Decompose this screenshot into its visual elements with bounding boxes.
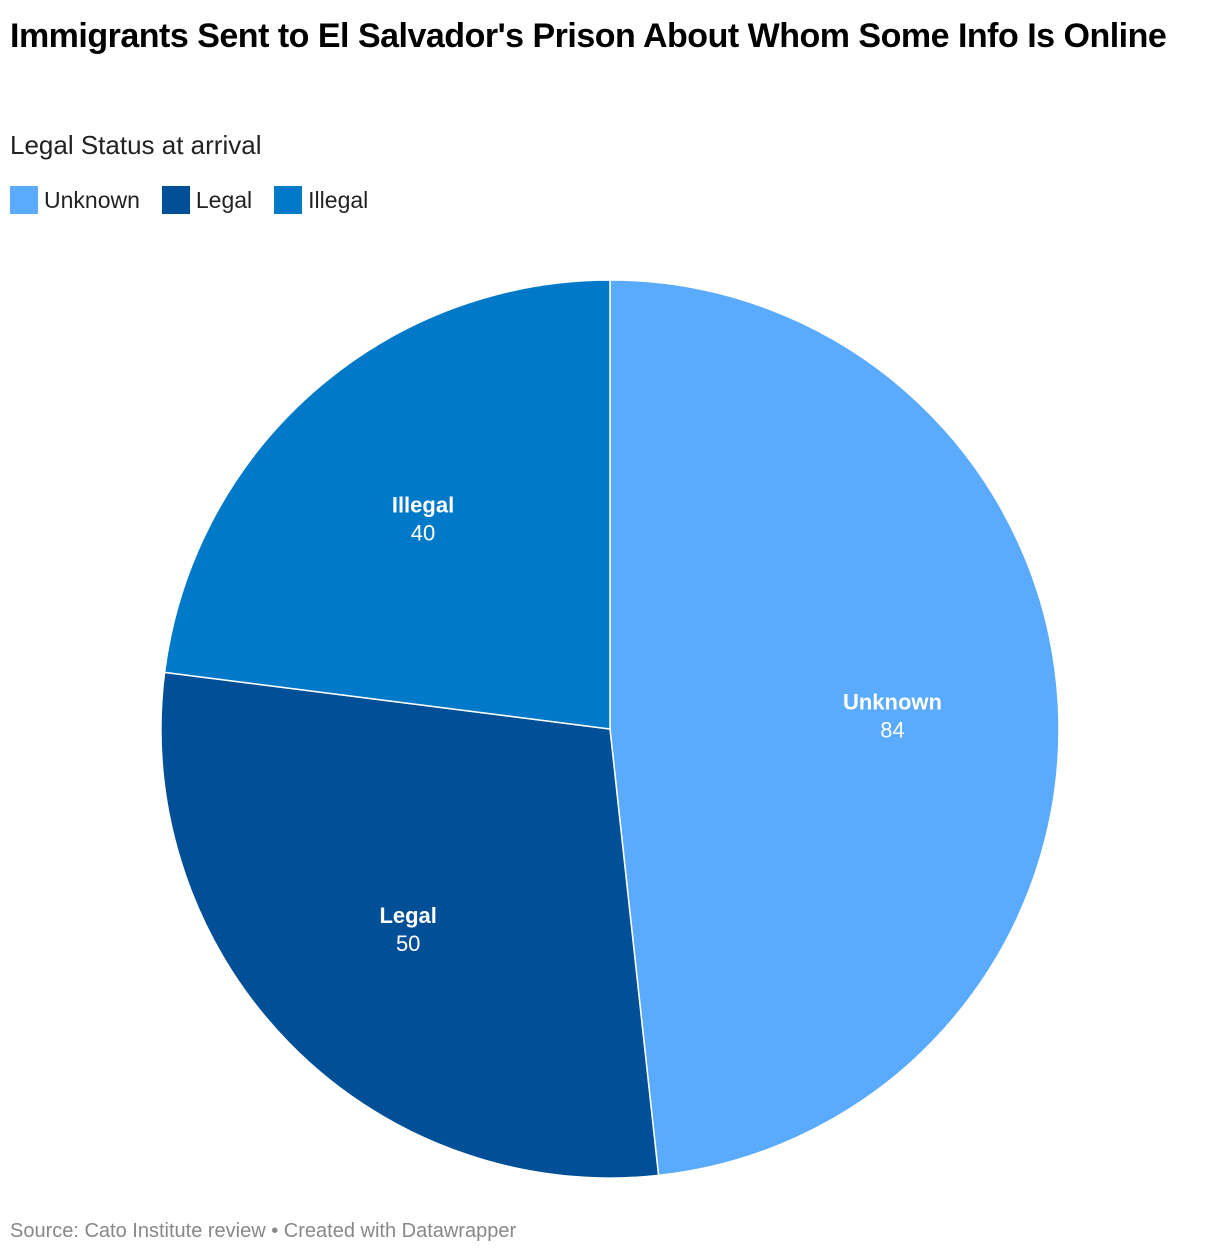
legend-label-unknown: Unknown xyxy=(44,186,140,213)
legend-label-illegal: Illegal xyxy=(308,186,369,213)
legend-swatch-unknown xyxy=(10,186,38,214)
legend: Unknown Legal Illegal xyxy=(10,186,390,214)
slice-value-unknown: 84 xyxy=(880,718,904,743)
chart-title: Immigrants Sent to El Salvador's Prison … xyxy=(10,17,1167,55)
pie-slice-legal[interactable] xyxy=(160,671,660,1179)
pie-slices xyxy=(160,279,1060,1179)
pie-slice-illegal[interactable] xyxy=(163,279,611,730)
legend-swatch-legal xyxy=(161,186,190,214)
legend-swatch-illegal xyxy=(274,186,303,214)
source-footer: Source: Cato Institute review • Created … xyxy=(10,1220,517,1242)
legend-item-unknown: Unknown xyxy=(10,186,140,214)
legend-item-illegal: Illegal xyxy=(274,186,368,214)
slice-label-legal: Legal xyxy=(379,903,436,928)
slice-label-unknown: Unknown xyxy=(843,690,942,715)
pie-slice-unknown[interactable] xyxy=(609,279,1060,1177)
slice-value-legal: 50 xyxy=(396,931,420,956)
legend-item-legal: Legal xyxy=(161,186,253,214)
slice-label-illegal: Illegal xyxy=(392,493,454,518)
pie-labels: Unknown 84 Legal 50 Illegal 40 xyxy=(379,493,942,956)
legend-label-legal: Legal xyxy=(195,186,253,213)
chart-subtitle: Legal Status at arrival xyxy=(10,130,262,160)
slice-value-illegal: 40 xyxy=(411,521,435,546)
